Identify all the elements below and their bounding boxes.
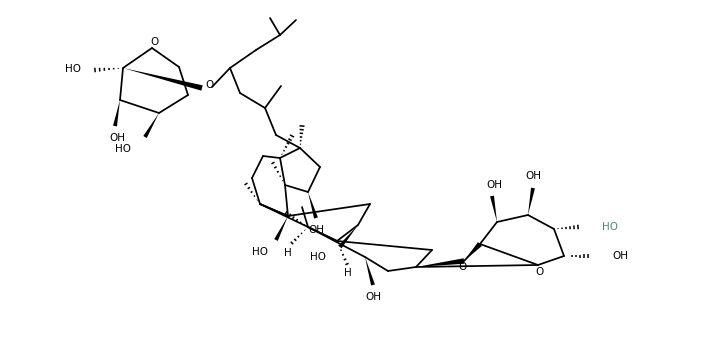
Text: OH: OH bbox=[109, 133, 125, 143]
Text: HO: HO bbox=[252, 247, 268, 257]
Polygon shape bbox=[365, 257, 375, 286]
Polygon shape bbox=[416, 258, 465, 267]
Text: H: H bbox=[344, 268, 352, 278]
Text: O: O bbox=[150, 37, 158, 47]
Text: OH: OH bbox=[525, 171, 541, 181]
Text: H: H bbox=[284, 248, 292, 258]
Text: OH: OH bbox=[612, 251, 628, 261]
Text: O: O bbox=[205, 80, 213, 90]
Polygon shape bbox=[464, 242, 482, 261]
Polygon shape bbox=[143, 113, 159, 138]
Polygon shape bbox=[308, 192, 318, 218]
Polygon shape bbox=[528, 187, 535, 215]
Text: HO: HO bbox=[602, 222, 618, 232]
Text: OH: OH bbox=[486, 180, 502, 190]
Polygon shape bbox=[490, 196, 497, 222]
Polygon shape bbox=[274, 216, 288, 241]
Text: HO: HO bbox=[115, 144, 131, 154]
Polygon shape bbox=[113, 100, 120, 126]
Text: O: O bbox=[536, 267, 544, 277]
Polygon shape bbox=[123, 68, 202, 91]
Text: O: O bbox=[458, 262, 466, 272]
Text: HO: HO bbox=[310, 252, 326, 262]
Text: OH: OH bbox=[365, 292, 381, 302]
Text: OH: OH bbox=[308, 225, 324, 235]
Polygon shape bbox=[338, 225, 358, 248]
Text: HO: HO bbox=[65, 64, 81, 74]
